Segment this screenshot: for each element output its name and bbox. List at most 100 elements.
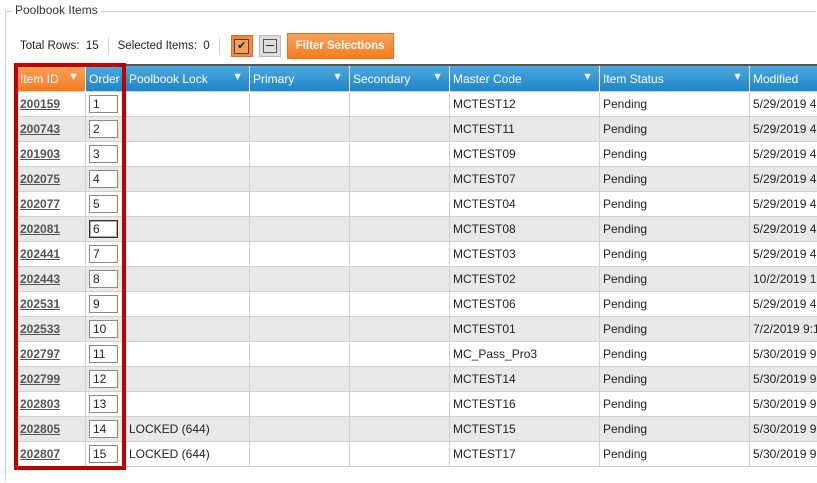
cell-master-code: MC_Pass_Pro3 [449,341,600,367]
table-row[interactable]: 202805 14 LOCKED (644) MCTEST15 Pending 5/30/… [16,416,817,442]
cell-text: LOCKED (644) [129,447,210,461]
cell-primary [249,166,350,192]
cell-poolbook-lock [125,166,250,192]
cell-order: 5 [85,191,126,217]
column-label: Poolbook Lock [129,71,208,86]
table-row[interactable]: 202797 11 MC_Pass_Pro3 Pending 5/30/2019 9 [16,341,817,367]
item-id-link[interactable]: 202803 [20,397,61,411]
filter-icon[interactable]: ▼ [232,71,243,83]
cell-poolbook-lock [125,241,250,267]
cell-item-status: Pending [599,316,750,342]
cell-secondary [349,266,450,292]
order-input[interactable]: 7 [89,245,118,263]
order-input[interactable]: 4 [89,170,118,188]
order-input[interactable]: 8 [89,270,118,288]
order-input[interactable]: 12 [89,370,118,388]
item-id-link[interactable]: 202081 [20,222,61,236]
table-row[interactable]: 202077 5 MCTEST04 Pending 5/29/2019 4 [16,191,817,217]
cell-secondary [349,166,450,192]
cell-primary [249,241,350,267]
table-row[interactable]: 200743 2 MCTEST11 Pending 5/29/2019 4 [16,116,817,142]
table-row[interactable]: 202443 8 MCTEST02 Pending 10/2/2019 1 [16,266,817,292]
cell-item-id: 200159 [16,91,86,117]
cell-text: Pending [603,147,648,161]
cell-poolbook-lock [125,341,250,367]
item-id-link[interactable]: 202533 [20,322,61,336]
cell-master-code: MCTEST02 [449,266,600,292]
column-header-poolbook-lock[interactable]: Poolbook Lock ▼ [125,64,250,92]
cell-order: 9 [85,291,126,317]
cell-text: Pending [603,272,648,286]
item-id-link[interactable]: 202531 [20,297,61,311]
cell-text: Pending [603,247,648,261]
order-input[interactable]: 5 [89,195,118,213]
item-id-link[interactable]: 202805 [20,422,61,436]
cell-item-status: Pending [599,266,750,292]
item-id-link[interactable]: 200159 [20,97,61,111]
table-row[interactable]: 202441 7 MCTEST03 Pending 5/29/2019 4 [16,241,817,267]
column-header-master-code[interactable]: Master Code ▼ [449,64,600,92]
filter-icon[interactable]: ▼ [68,71,79,83]
cell-text: Pending [603,222,648,236]
cell-master-code: MCTEST01 [449,316,600,342]
table-row[interactable]: 202533 10 MCTEST01 Pending 7/2/2019 9:1 [16,316,817,342]
table-row[interactable]: 202807 15 LOCKED (644) MCTEST17 Pending 5/30/… [16,441,817,467]
item-id-link[interactable]: 202797 [20,347,61,361]
filter-icon[interactable]: ▼ [432,71,443,83]
item-id-link[interactable]: 202075 [20,172,61,186]
item-id-link[interactable]: 202799 [20,372,61,386]
cell-text: MCTEST02 [453,272,516,286]
cell-item-id: 202797 [16,341,86,367]
table-row[interactable]: 202799 12 MCTEST14 Pending 5/30/2019 9 [16,366,817,392]
deselect-all-button[interactable] [258,35,281,57]
item-id-link[interactable]: 202807 [20,447,61,461]
order-input[interactable]: 13 [89,395,118,413]
cell-poolbook-lock [125,116,250,142]
item-id-link[interactable]: 200743 [20,122,61,136]
cell-text: 5/29/2019 4 [753,97,817,111]
order-input[interactable]: 10 [89,320,118,338]
order-input[interactable]: 2 [89,120,118,138]
cell-item-id: 200743 [16,116,86,142]
filter-selections-button[interactable]: Filter Selections [286,33,394,59]
table-row[interactable]: 202803 13 MCTEST16 Pending 5/30/2019 9 [16,391,817,417]
order-input[interactable]: 14 [89,420,118,438]
column-header-order[interactable]: Order [85,64,126,92]
item-id-link[interactable]: 201903 [20,147,61,161]
item-id-link[interactable]: 202441 [20,247,61,261]
order-input[interactable]: 15 [89,445,118,463]
column-header-modified[interactable]: Modified [749,64,817,92]
column-header-primary[interactable]: Primary ▼ [249,64,350,92]
filter-icon[interactable]: ▼ [732,71,743,83]
cell-secondary [349,116,450,142]
cell-master-code: MCTEST08 [449,216,600,242]
select-all-button[interactable]: ✔ [230,35,253,57]
cell-text: MCTEST09 [453,147,516,161]
cell-item-status: Pending [599,166,750,192]
cell-text: 5/29/2019 4 [753,197,817,211]
table-row[interactable]: 201903 3 MCTEST09 Pending 5/29/2019 4 [16,141,817,167]
cell-poolbook-lock [125,141,250,167]
filter-icon[interactable]: ▼ [332,71,343,83]
order-input[interactable]: 6 [89,220,118,238]
column-header-item-status[interactable]: Item Status ▼ [599,64,750,92]
filter-icon[interactable]: ▼ [582,71,593,83]
table-row[interactable]: 200159 1 MCTEST12 Pending 5/29/2019 4 [16,91,817,117]
column-header-secondary[interactable]: Secondary ▼ [349,64,450,92]
order-input[interactable]: 9 [89,295,118,313]
item-id-link[interactable]: 202443 [20,272,61,286]
order-input[interactable]: 1 [89,95,118,113]
cell-master-code: MCTEST11 [449,116,600,142]
column-header-item-id[interactable]: Item ID ▼ [16,64,86,92]
cell-modified: 5/30/2019 9 [749,441,817,467]
cell-item-status: Pending [599,91,750,117]
column-label: Order [89,71,120,86]
table-row[interactable]: 202531 9 MCTEST06 Pending 5/29/2019 4 [16,291,817,317]
order-input[interactable]: 11 [89,345,118,363]
order-input[interactable]: 3 [89,145,118,163]
item-id-link[interactable]: 202077 [20,197,61,211]
table-row[interactable]: 202081 6 MCTEST08 Pending 5/29/2019 4 [16,216,817,242]
cell-item-id: 202807 [16,441,86,467]
cell-text: MCTEST04 [453,197,516,211]
table-row[interactable]: 202075 4 MCTEST07 Pending 5/29/2019 4 [16,166,817,192]
